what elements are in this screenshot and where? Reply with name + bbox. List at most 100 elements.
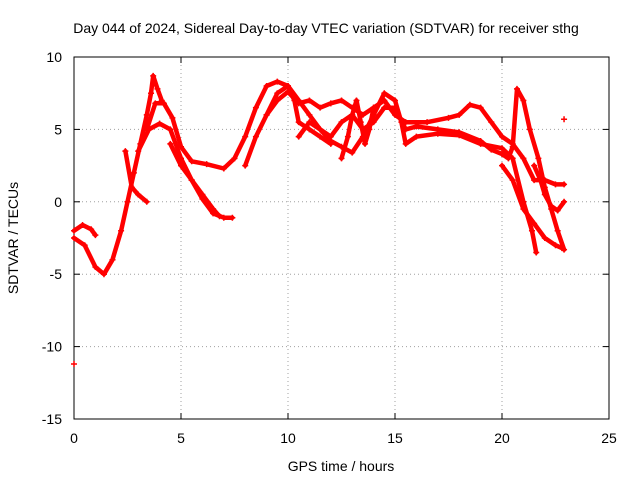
data-point bbox=[231, 155, 238, 162]
data-point bbox=[392, 104, 398, 111]
data-point bbox=[229, 214, 236, 221]
y-tick-label: 0 bbox=[54, 194, 62, 210]
data-point bbox=[71, 227, 77, 234]
data-point bbox=[317, 104, 324, 111]
data-point bbox=[552, 242, 559, 249]
data-point bbox=[295, 119, 302, 126]
data-point bbox=[526, 126, 533, 133]
x-tick-label: 10 bbox=[280, 430, 296, 446]
data-point bbox=[152, 100, 159, 107]
data-point bbox=[109, 256, 116, 263]
series-line bbox=[71, 222, 98, 238]
data-point bbox=[561, 198, 568, 205]
series-trace-8 bbox=[499, 162, 565, 252]
x-tick-label: 15 bbox=[387, 430, 403, 446]
data-point bbox=[220, 214, 227, 221]
data-point bbox=[554, 207, 561, 214]
data-point bbox=[456, 129, 463, 136]
data-point bbox=[252, 133, 259, 140]
series-line bbox=[71, 73, 164, 277]
data-point bbox=[548, 203, 555, 210]
data-point bbox=[199, 191, 206, 198]
data-point bbox=[349, 111, 356, 118]
data-point bbox=[306, 119, 313, 126]
data-point bbox=[362, 140, 369, 147]
data-point bbox=[499, 145, 505, 152]
data-point bbox=[167, 140, 174, 147]
x-tick-label: 20 bbox=[494, 430, 510, 446]
series-line bbox=[531, 163, 567, 213]
data-point bbox=[216, 213, 223, 220]
data-point bbox=[81, 242, 88, 249]
data-point bbox=[210, 206, 217, 213]
data-point bbox=[188, 177, 195, 184]
y-tick-label: 5 bbox=[54, 121, 62, 137]
data-point bbox=[242, 162, 249, 169]
data-point bbox=[392, 97, 398, 104]
data-point bbox=[274, 90, 281, 97]
data-point bbox=[535, 155, 542, 162]
data-point bbox=[434, 126, 441, 133]
data-point bbox=[531, 177, 538, 184]
data-point bbox=[295, 133, 302, 140]
data-point bbox=[466, 101, 473, 108]
y-axis-label: SDTVAR / TECUs bbox=[5, 182, 21, 294]
data-point bbox=[561, 116, 568, 123]
series-trace-10 bbox=[531, 162, 568, 214]
data-point bbox=[285, 88, 291, 95]
data-point bbox=[306, 126, 313, 133]
data-point bbox=[135, 148, 142, 155]
data-point bbox=[124, 198, 131, 205]
data-point bbox=[295, 100, 302, 107]
data-point bbox=[541, 235, 548, 241]
data-point bbox=[317, 126, 324, 133]
series-trace-4 bbox=[167, 140, 223, 220]
data-point bbox=[143, 111, 150, 118]
series-line bbox=[123, 148, 150, 205]
data-point bbox=[381, 104, 388, 111]
data-point bbox=[528, 227, 535, 234]
y-tick-label: -5 bbox=[50, 266, 63, 282]
data-point bbox=[561, 181, 568, 188]
data-series bbox=[71, 72, 568, 367]
data-point bbox=[306, 111, 313, 118]
data-point bbox=[122, 148, 129, 155]
data-point bbox=[533, 249, 540, 256]
x-tick-label: 25 bbox=[601, 430, 617, 446]
data-point bbox=[274, 78, 281, 85]
data-point bbox=[456, 111, 463, 118]
data-point bbox=[477, 104, 484, 111]
data-point bbox=[203, 161, 210, 168]
data-point bbox=[520, 155, 527, 162]
data-point bbox=[285, 82, 291, 89]
data-point bbox=[513, 85, 520, 92]
data-point bbox=[71, 235, 77, 241]
x-tick-label: 5 bbox=[177, 430, 185, 446]
data-point bbox=[154, 85, 161, 92]
series-outlier-2 bbox=[561, 116, 568, 123]
data-point bbox=[531, 162, 538, 169]
data-point bbox=[445, 114, 452, 121]
data-point bbox=[220, 165, 227, 172]
x-axis-label: GPS time / hours bbox=[288, 458, 395, 474]
data-point bbox=[520, 97, 527, 104]
data-point bbox=[178, 162, 184, 169]
data-point bbox=[402, 126, 409, 133]
data-point bbox=[327, 133, 334, 140]
data-point bbox=[520, 206, 527, 213]
y-tick-label: -15 bbox=[42, 411, 62, 427]
data-point bbox=[100, 271, 107, 278]
data-point bbox=[381, 97, 388, 104]
data-point bbox=[128, 184, 135, 191]
data-point bbox=[327, 100, 334, 107]
data-point bbox=[349, 149, 356, 156]
data-point bbox=[499, 162, 505, 169]
y-tick-label: 10 bbox=[46, 49, 62, 65]
data-point bbox=[263, 82, 270, 89]
data-point bbox=[424, 119, 431, 126]
data-point bbox=[338, 119, 345, 126]
data-point bbox=[274, 97, 281, 104]
series-trace-12 bbox=[122, 148, 150, 205]
data-point bbox=[499, 133, 505, 140]
